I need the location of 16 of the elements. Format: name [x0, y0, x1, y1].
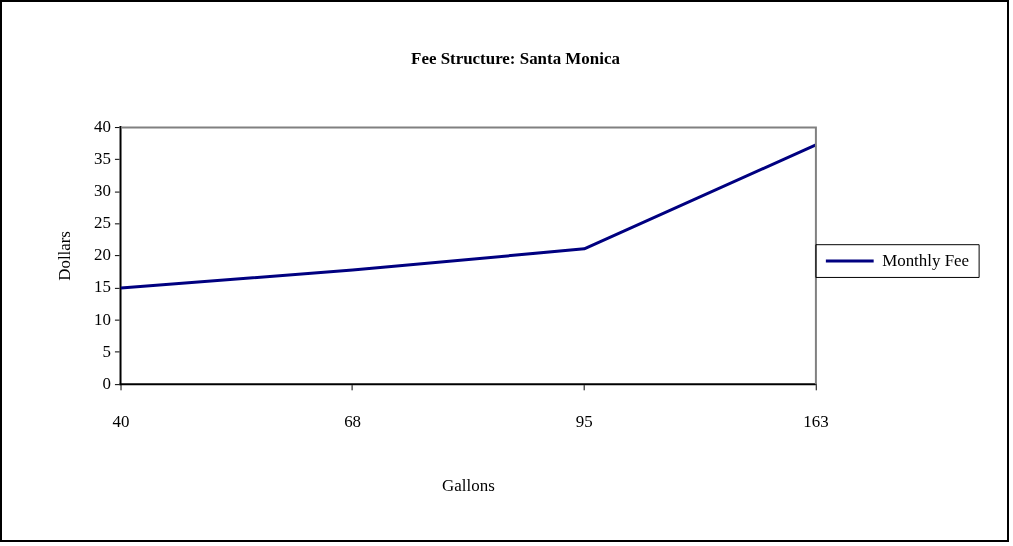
x-tick-label: 163	[803, 411, 829, 431]
y-axis-title: Dollars	[55, 231, 75, 281]
y-tick-label: 40	[94, 116, 111, 136]
y-tick-label: 5	[102, 341, 111, 361]
x-tick-label: 68	[344, 411, 362, 431]
x-tick-label: 95	[575, 411, 593, 431]
y-tick-label: 35	[94, 149, 111, 169]
y-tick-label: 30	[94, 181, 111, 201]
y-tick-label: 20	[94, 245, 111, 265]
legend-label: Monthly Fee	[882, 250, 970, 270]
y-tick-label: 10	[94, 309, 111, 329]
y-tick-label: 15	[94, 277, 111, 297]
y-tick-label: 25	[94, 213, 111, 233]
y-tick-label: 0	[102, 373, 111, 393]
x-axis-title: Gallons	[442, 475, 495, 495]
chart-title: Fee Structure: Santa Monica	[411, 49, 621, 69]
